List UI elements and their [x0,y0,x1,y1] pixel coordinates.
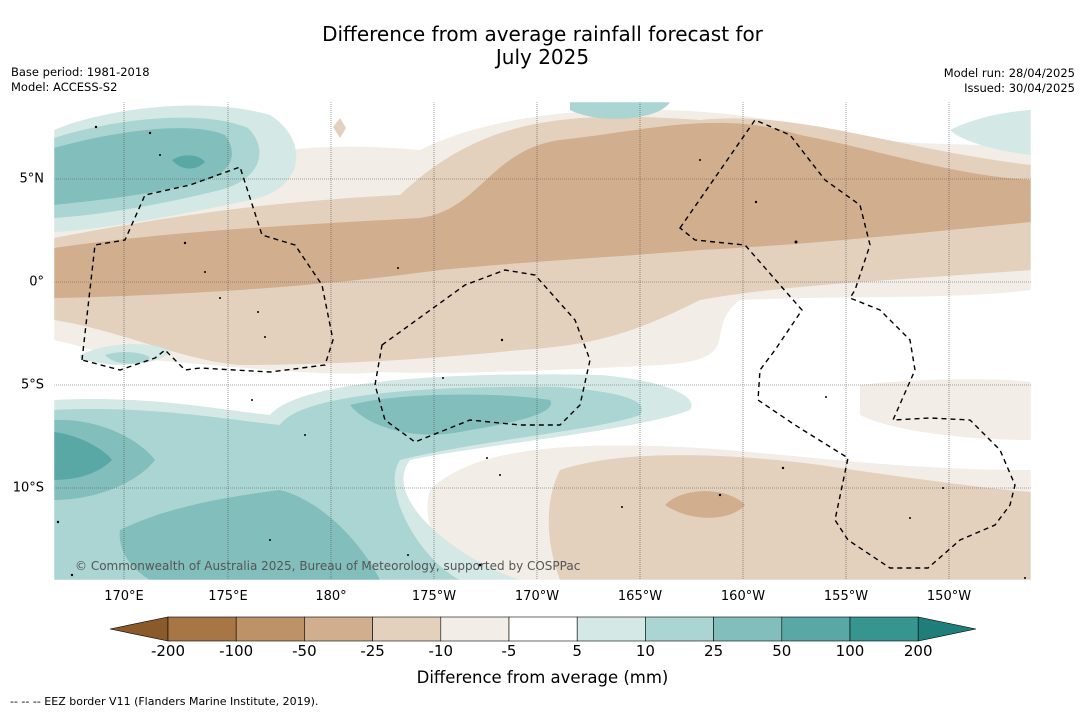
colorbar-segment [576,616,646,642]
colorbar-segment [713,616,783,642]
latitude-label: 5°N [19,171,45,187]
longitude-label: 155°W [823,589,869,604]
colorbar-tick-label: -25 [360,642,385,660]
longitude-label: 160°W [720,589,766,604]
eez-footnote: -- -- -- EEZ border V11 (Flanders Marine… [10,695,319,708]
colorbar-tick-label: 10 [635,642,655,660]
colorbar-tick-label: 50 [772,642,792,660]
colorbar-tick-label: -10 [428,642,454,660]
longitude-label: 180° [315,589,347,604]
colorbar-tick-label: -50 [292,642,317,660]
anomaly-band-brown [54,122,1031,298]
map-title-line1: Difference from average rainfall forecas… [322,22,763,46]
base-period: Base period: 1981-2018 [11,65,150,79]
colorbar-segment [304,616,373,642]
latitude-label: 0° [29,274,44,290]
eez-borders [81,119,1016,569]
anomaly-patch-light-brown-e [860,379,1031,440]
latitude-label: 5°S [20,377,44,393]
islands [56,125,1026,579]
copyright-notice: © Commonwealth of Australia 2025, Bureau… [75,559,580,573]
model-name: Model: ACCESS-S2 [11,80,118,94]
colorbar-segment [167,616,237,642]
colorbar-tick-label: -200 [150,642,186,660]
colorbar-tick-label: 200 [903,642,933,660]
colorbar-segment [235,616,305,642]
colorbar-segment [645,616,714,642]
longitude-label: 150°W [926,589,972,604]
latitude-label: 10°S [12,480,44,496]
colorbar-tick-label: 100 [835,642,865,660]
colorbar-segment [440,616,510,642]
longitude-label: 175°W [411,589,457,604]
graticule [54,102,1031,580]
colorbar-segment [508,616,578,642]
colorbar-title: Difference from average (mm) [416,668,669,687]
rainfall-field [54,102,1031,580]
colorbar-extend-low [109,616,169,642]
map-title-line2: July 2025 [495,45,590,69]
model-run: Model run: 28/04/2025 [943,66,1075,80]
colorbar-tick-label: -5 [501,642,517,660]
colorbar-segment [849,616,919,642]
colorbar-tick-label: 5 [572,642,582,660]
longitude-label: 165°W [617,589,663,604]
meta-right: Model run: 28/04/2025 Issued: 30/04/2025 [944,66,1075,96]
colorbar [109,616,977,642]
longitude-label: 170°W [514,589,560,604]
anomaly-patch-tan-se [548,455,1031,580]
longitude-label: 175°E [208,589,248,604]
colorbar-tick-label: -100 [219,642,254,660]
issued-date: Issued: 30/04/2025 [964,81,1075,95]
colorbar-segment [372,616,442,642]
meta-left: Base period: 1981-2018 Model: ACCESS-S2 [11,65,150,95]
colorbar-segment [781,616,851,642]
anomaly-patch-brown-se [665,491,745,518]
colorbar-tick-label: 25 [704,642,724,660]
longitude-label: 170°E [104,589,144,604]
colorbar-extend-high [917,616,977,642]
